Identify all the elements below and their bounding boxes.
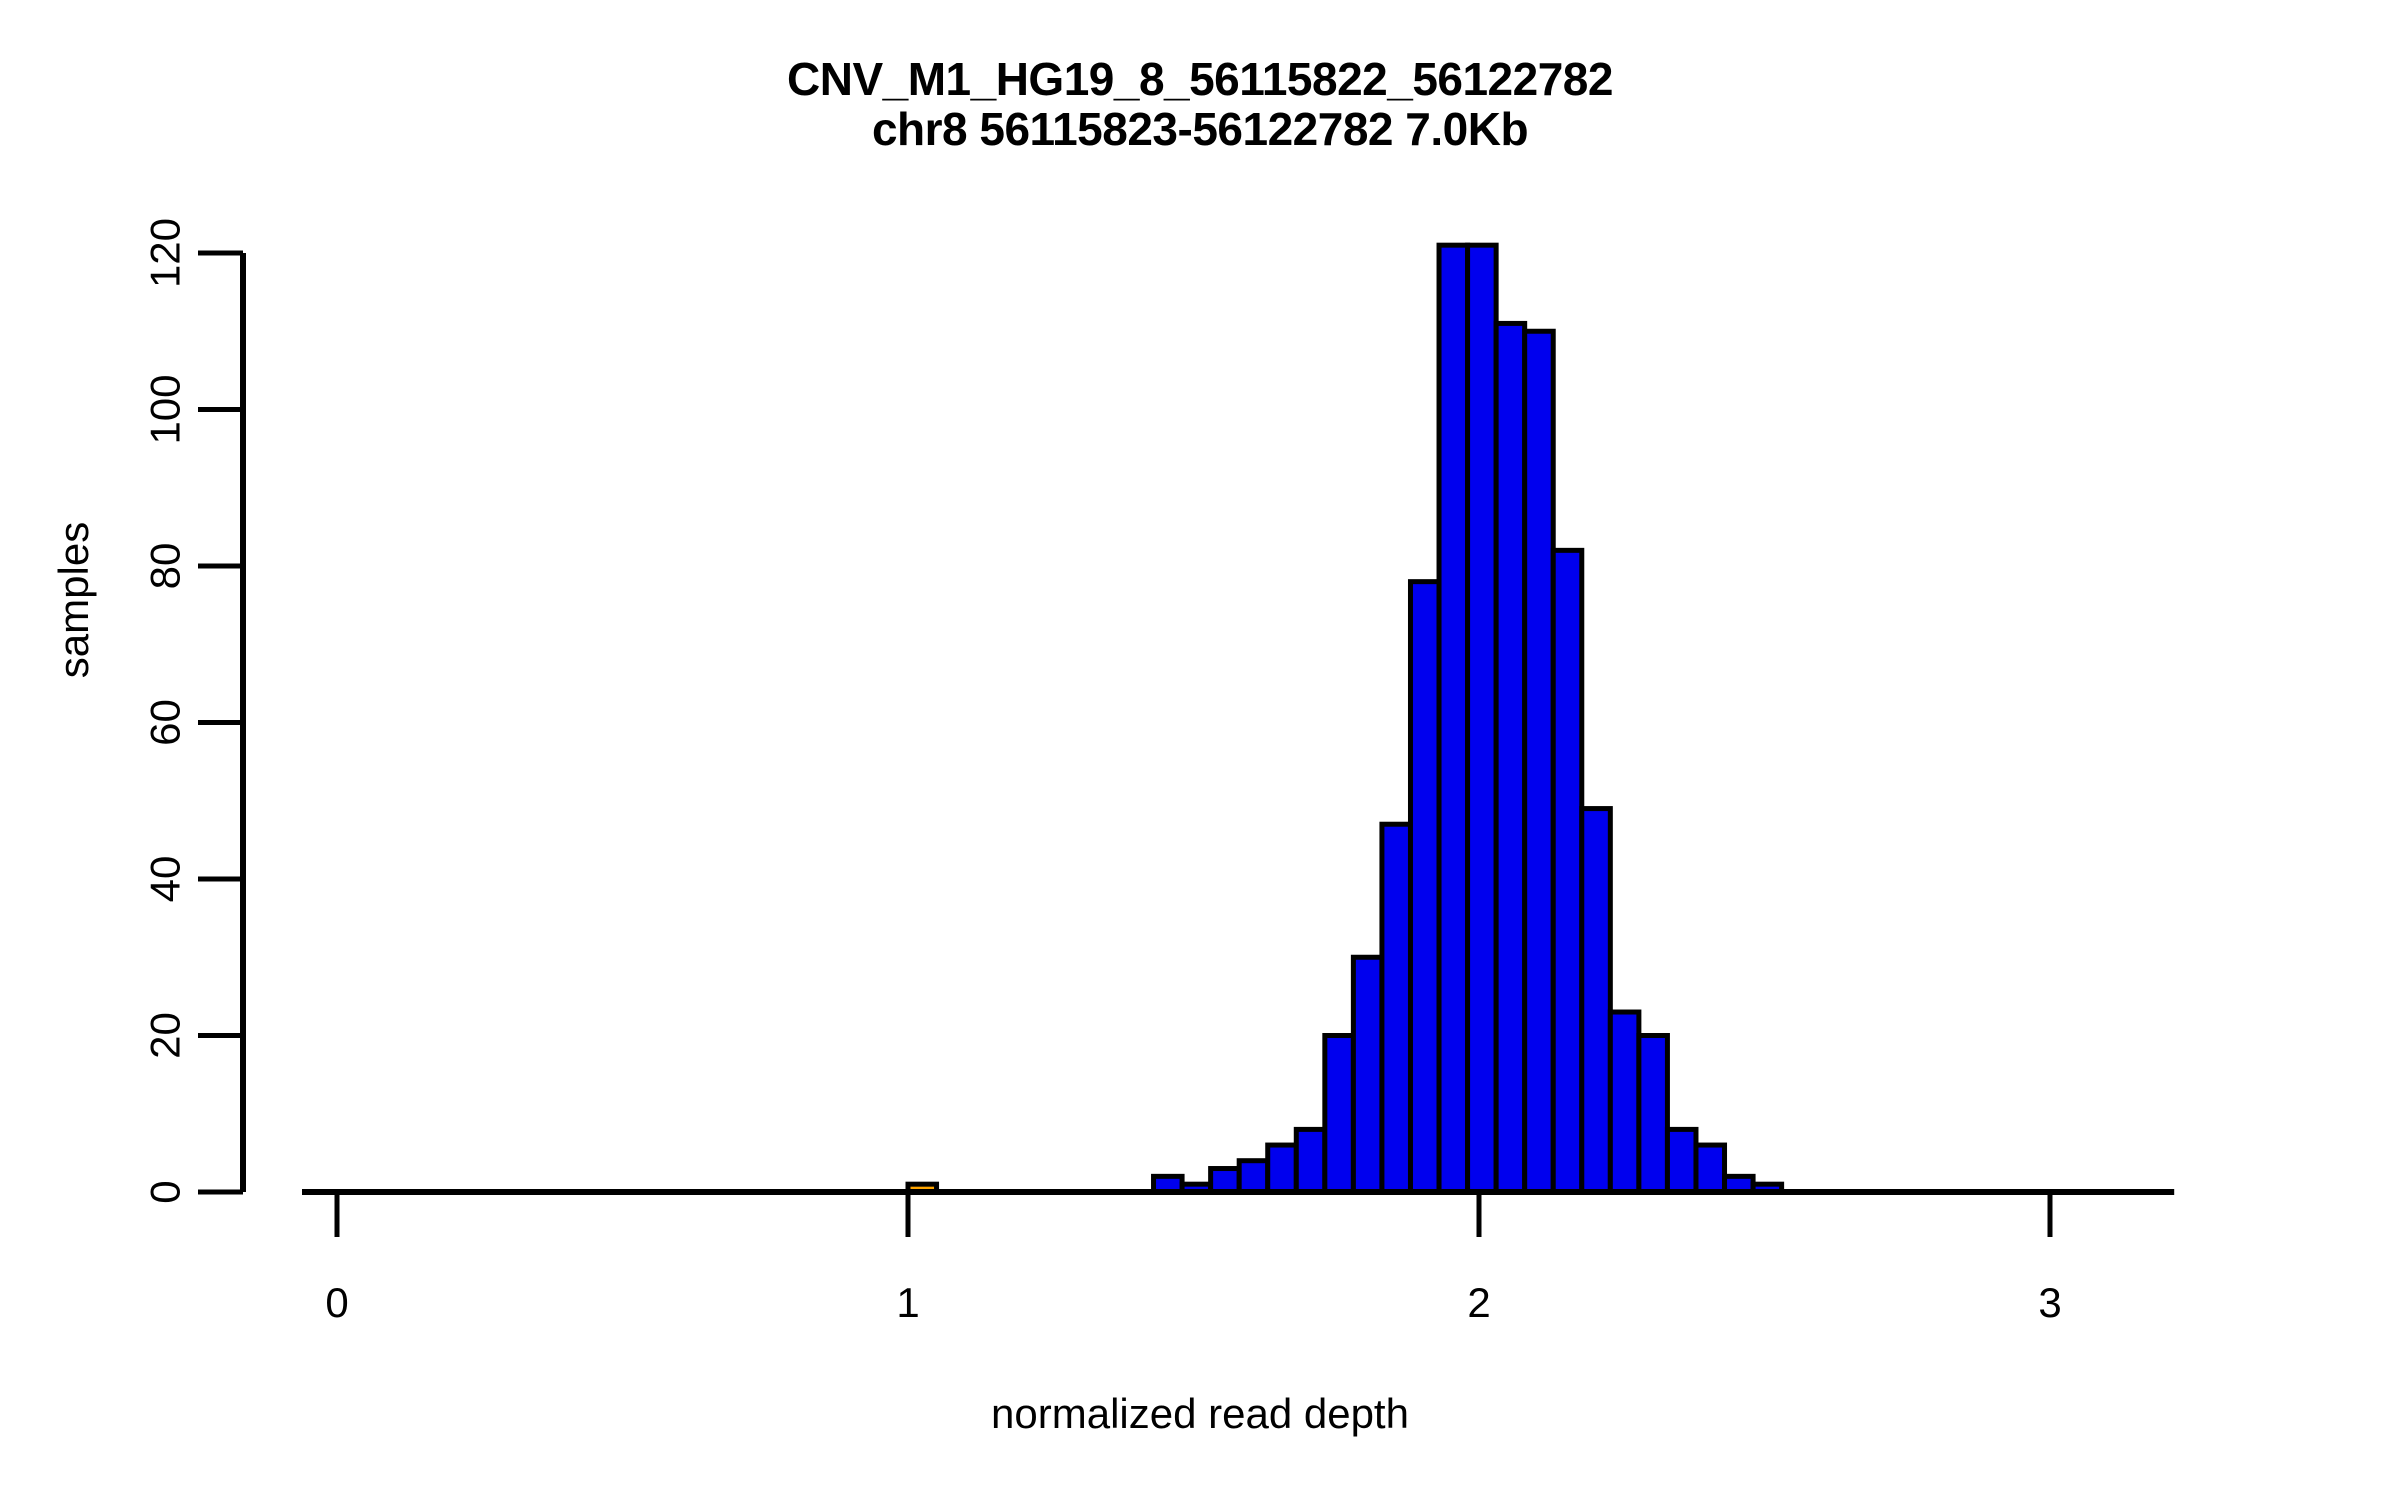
histogram-bar [1379,821,1413,1195]
x-axis-tick-label: 1 [896,1279,919,1326]
histogram-bar [1607,1009,1642,1195]
histogram-bar [1579,806,1613,1195]
histogram-bar [1550,547,1585,1195]
plot-title-line-1: CNV_M1_HG19_8_56115822_56122782 [787,53,1613,105]
x-axis-tick-label: 0 [325,1279,348,1326]
histogram-bar [1407,579,1442,1195]
y-axis-tick-label: 60 [142,699,189,746]
y-axis-tick-label: 20 [142,1012,189,1059]
x-axis-label: normalized read depth [991,1390,1409,1437]
y-axis-tick-label: 0 [142,1180,189,1203]
x-axis-tick-label: 3 [2038,1279,2061,1326]
histogram-bar [1350,954,1385,1195]
plot-title: CNV_M1_HG19_8_56115822_56122782 chr8 561… [0,53,2400,155]
histogram-bar [1465,242,1499,1195]
histogram-bar [1236,1158,1271,1195]
histogram-bar [1322,1033,1356,1195]
histogram-bar [1664,1126,1699,1195]
histogram-bar [1522,328,1556,1195]
histogram-bar [1636,1033,1670,1195]
histogram-bar [1493,320,1528,1195]
bars-layer [905,242,1785,1195]
histogram-bar [1265,1142,1299,1195]
y-axis-tick-label: 120 [142,218,189,288]
histogram-bar [1293,1126,1328,1195]
y-axis-tick-label: 40 [142,856,189,903]
histogram-bar [1693,1142,1728,1195]
y-axis-tick-label: 100 [142,374,189,444]
y-axis-tick-label: 80 [142,543,189,590]
x-axis-tick-label: 2 [1467,1279,1490,1326]
histogram-bar [1436,242,1471,1195]
tick-labels-layer: 0 20 40 60 80 100 120 0 1 2 3 [142,218,2062,1326]
plot-title-line-2: chr8 56115823-56122782 7.0Kb [871,102,1529,155]
axes-layer [198,250,2175,1237]
histogram-bar [1208,1166,1242,1195]
